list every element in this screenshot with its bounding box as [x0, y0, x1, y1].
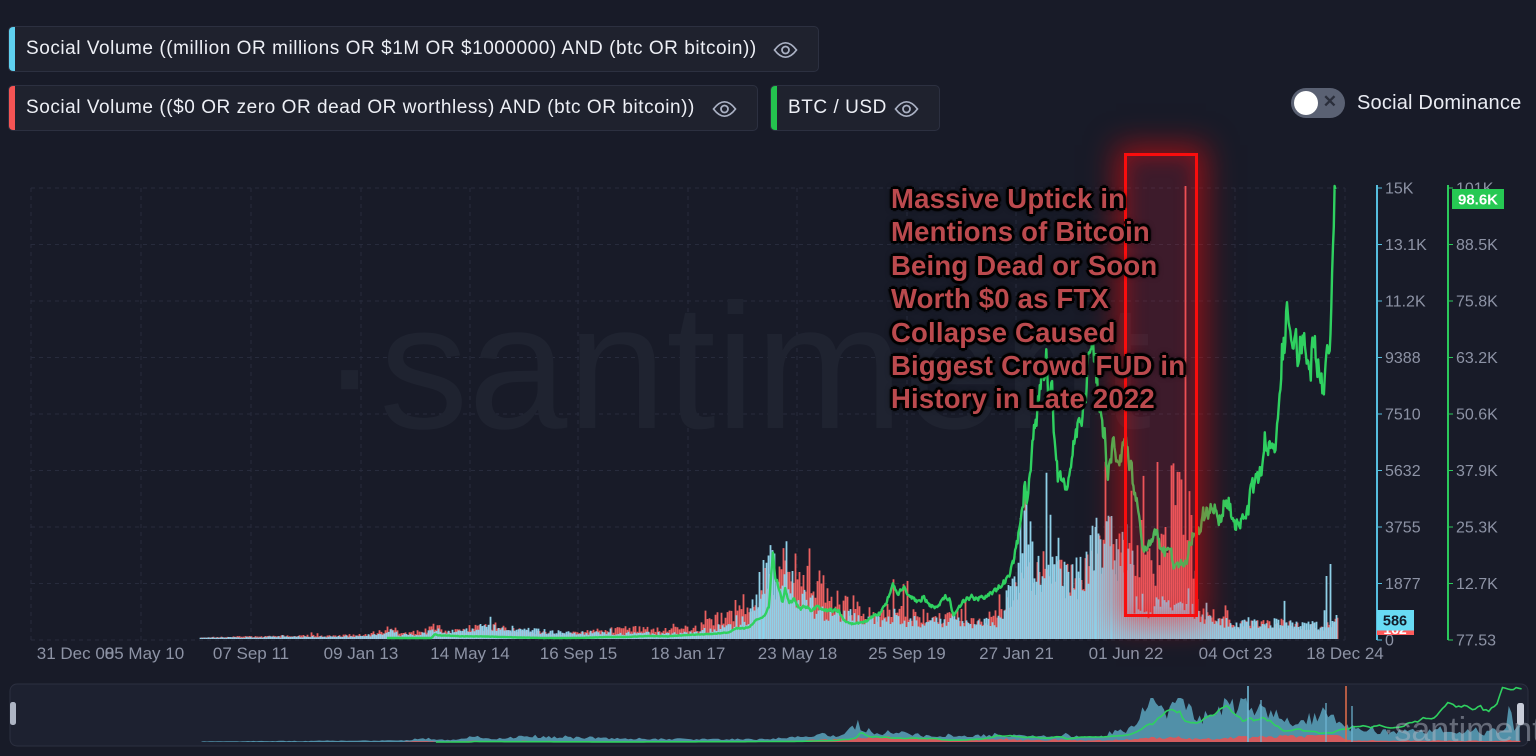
svg-text:12.7K: 12.7K [1456, 576, 1498, 593]
svg-text:31 Dec 08: 31 Dec 08 [37, 644, 115, 663]
svg-text:18 Dec 24: 18 Dec 24 [1306, 644, 1384, 663]
svg-text:04 Oct 23: 04 Oct 23 [1199, 644, 1273, 663]
svg-text:15K: 15K [1385, 181, 1414, 198]
svg-text:11.2K: 11.2K [1385, 294, 1426, 311]
svg-text:63.2K: 63.2K [1456, 350, 1498, 367]
svg-text:77.53: 77.53 [1456, 633, 1496, 650]
svg-text:50.6K: 50.6K [1456, 407, 1498, 424]
svg-text:23 May 18: 23 May 18 [758, 644, 837, 663]
svg-text:7510: 7510 [1385, 407, 1421, 424]
svg-text:·santiment·: ·santiment· [1383, 711, 1536, 749]
svg-text:09 Jan 13: 09 Jan 13 [324, 644, 399, 663]
svg-text:05 May 10: 05 May 10 [105, 644, 184, 663]
svg-text:5632: 5632 [1385, 463, 1421, 480]
svg-text:75.8K: 75.8K [1456, 294, 1498, 311]
svg-text:0: 0 [1385, 633, 1394, 650]
svg-text:37.9K: 37.9K [1456, 463, 1498, 480]
svg-text:07 Sep 11: 07 Sep 11 [213, 644, 289, 663]
svg-text:18 Jan 17: 18 Jan 17 [651, 644, 726, 663]
svg-text:88.5K: 88.5K [1456, 237, 1498, 254]
svg-text:25 Sep 19: 25 Sep 19 [868, 644, 946, 663]
svg-text:·santiment: ·santiment [320, 267, 1151, 466]
svg-text:25.3K: 25.3K [1456, 520, 1498, 537]
svg-text:3755: 3755 [1385, 520, 1421, 537]
svg-text:9388: 9388 [1385, 350, 1421, 367]
svg-text:13.1K: 13.1K [1385, 237, 1427, 254]
svg-text:01 Jun 22: 01 Jun 22 [1089, 644, 1164, 663]
svg-text:1877: 1877 [1385, 576, 1421, 593]
svg-text:14 May 14: 14 May 14 [430, 644, 509, 663]
svg-text:586: 586 [1383, 614, 1407, 630]
svg-text:27 Jan 21: 27 Jan 21 [979, 644, 1054, 663]
svg-text:16 Sep 15: 16 Sep 15 [540, 644, 618, 663]
svg-text:98.6K: 98.6K [1458, 192, 1498, 209]
